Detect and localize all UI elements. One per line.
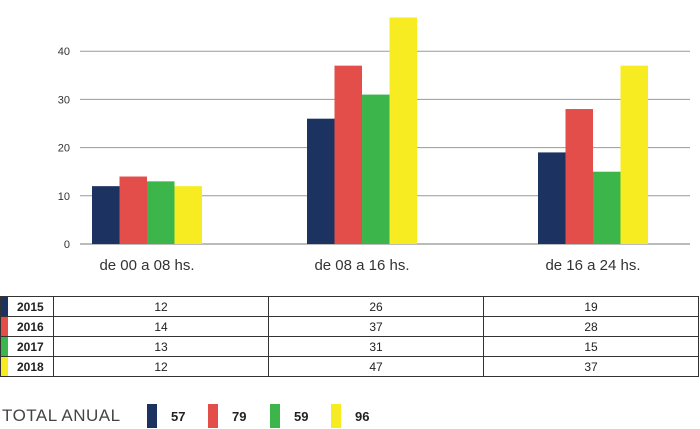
totals-label: TOTAL ANUAL [2, 406, 121, 425]
table-cell: 15 [483, 336, 699, 357]
color-swatch [331, 404, 341, 428]
table-cell: 37 [268, 316, 484, 337]
year-cell: 2018 [0, 356, 54, 377]
table-row: 2018 12 47 37 [0, 356, 699, 377]
data-table: 2015 12 26 19 2016 14 37 28 2017 13 31 1… [0, 296, 699, 377]
bar-2017 [593, 171, 621, 244]
table-cell: 12 [53, 356, 269, 377]
year-label: 2018 [17, 359, 44, 374]
color-swatch [208, 404, 218, 428]
table-cell: 26 [268, 296, 484, 317]
color-swatch [1, 357, 8, 376]
y-tick-label: 10 [58, 191, 70, 203]
bar-2018 [389, 17, 417, 245]
table-row: 2017 13 31 15 [0, 336, 699, 357]
table-cell: 31 [268, 336, 484, 357]
bar-2016 [119, 176, 147, 244]
bar-2018 [620, 65, 648, 244]
bar-2016 [334, 65, 362, 244]
bar-2015 [92, 186, 120, 244]
year-cell: 2016 [0, 316, 54, 337]
total-value: 96 [355, 409, 370, 424]
bar-2016 [565, 109, 593, 244]
year-label: 2017 [17, 339, 44, 354]
color-swatch [1, 317, 8, 336]
bar-chart: 0 10 20 30 40 de 00 a 08 hs. de 08 a 16 hs. de … [58, 17, 690, 274]
year-label: 2015 [17, 299, 44, 314]
bar-2017 [362, 94, 390, 244]
bar-2017 [147, 181, 175, 244]
y-tick-label: 30 [58, 94, 70, 106]
total-value: 59 [294, 409, 309, 424]
y-tick-label: 0 [64, 239, 70, 251]
color-swatch [1, 297, 8, 316]
table-cell: 37 [483, 356, 699, 377]
x-category-label: de 16 a 24 hs. [545, 257, 640, 274]
bar-2015 [538, 152, 566, 244]
table-cell: 12 [53, 296, 269, 317]
table-row: 2015 12 26 19 [0, 296, 699, 317]
table-cell: 47 [268, 356, 484, 377]
total-value: 57 [171, 409, 186, 424]
annual-totals: TOTAL ANUAL 57 79 59 96 [0, 404, 700, 428]
x-category-label: de 08 a 16 hs. [314, 257, 409, 274]
table-cell: 28 [483, 316, 699, 337]
x-category-label: de 00 a 08 hs. [99, 257, 194, 274]
table-cell: 19 [483, 296, 699, 317]
year-cell: 2015 [0, 296, 54, 317]
y-tick-label: 40 [58, 46, 70, 58]
table-cell: 13 [53, 336, 269, 357]
total-value: 79 [232, 409, 247, 424]
year-label: 2016 [17, 319, 44, 334]
color-swatch [1, 337, 8, 356]
table-cell: 14 [53, 316, 269, 337]
color-swatch [147, 404, 157, 428]
bar-2018 [174, 186, 202, 244]
year-cell: 2017 [0, 336, 54, 357]
bar-2015 [307, 118, 335, 244]
color-swatch [270, 404, 280, 428]
table-row: 2016 14 37 28 [0, 316, 699, 337]
y-tick-label: 20 [58, 143, 70, 155]
